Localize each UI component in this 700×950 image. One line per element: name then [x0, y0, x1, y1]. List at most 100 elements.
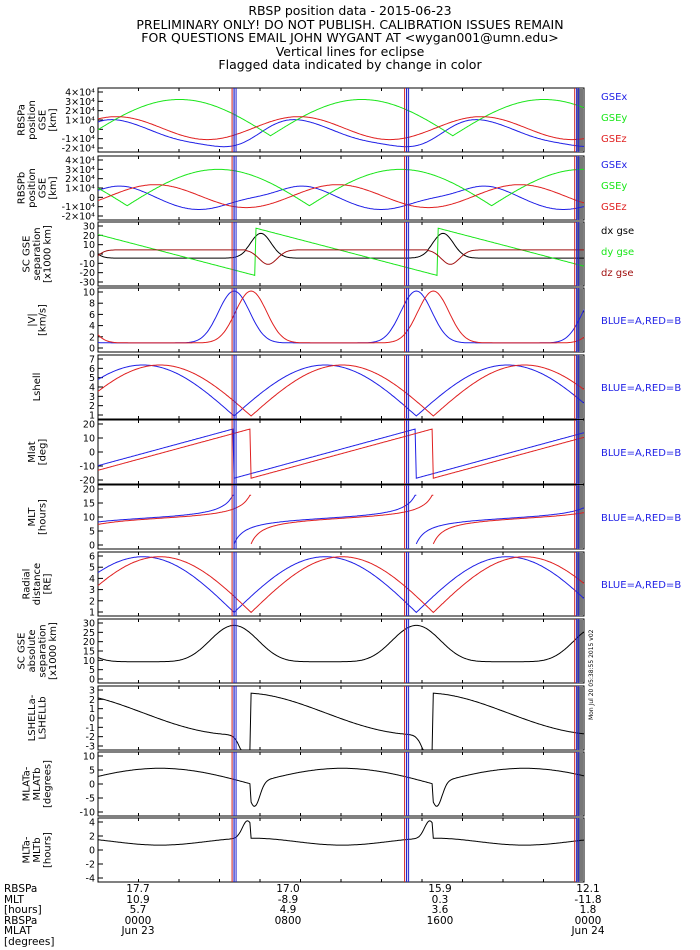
flag-band [577, 819, 583, 881]
y-tick-label: -2×10⁴ [62, 212, 96, 223]
header: RBSP position data - 2015-06-23 PRELIMIN… [0, 4, 700, 72]
row-label-rbspa2: RBSPa [4, 914, 38, 927]
legend-entry: BLUE=A,RED=B [601, 383, 681, 394]
xaxis-value: 15.9 [428, 883, 452, 895]
xaxis-value: Jun 24 [571, 925, 605, 938]
panel-frame [97, 817, 585, 883]
flag-band [577, 687, 583, 749]
y-tick-label: 20 [83, 485, 95, 496]
panel-frame [97, 751, 585, 817]
y-axis-label: SC GSE [16, 633, 27, 670]
y-axis-label: MLT [27, 507, 38, 527]
panel-frame [97, 685, 585, 751]
y-tick-label: 1 [89, 411, 95, 422]
xaxis-value: 1600 [426, 914, 454, 927]
y-tick-label: -10 [79, 462, 95, 473]
y-tick-label: 25 [83, 628, 95, 639]
y-tick-label: 8 [89, 299, 95, 310]
y-tick-label: -1×10⁴ [62, 134, 96, 145]
row-label-mlat: MLAT [4, 925, 32, 938]
y-tick-label: 2 [89, 832, 95, 843]
panel-mlat: 20 10 0 -10 -20 Mlat [deg] BLUE=A,RED=B [27, 419, 681, 487]
xaxis-value: 1.8 [579, 904, 597, 917]
y-tick-label: -30 [79, 278, 95, 289]
y-tick-label: 4 [89, 574, 95, 585]
row-label-rbspa: RBSPa [4, 883, 38, 895]
y-tick-label: -20 [79, 476, 95, 487]
y-tick-label: -2 [86, 860, 95, 871]
y-tick-label: 20 [83, 231, 95, 242]
flag-band [577, 289, 583, 351]
y-tick-label: 3 [89, 585, 95, 596]
y-tick-label: 3×10⁴ [65, 165, 95, 176]
y-tick-label: 0 [89, 675, 95, 686]
xaxis-value: 0.3 [431, 893, 449, 906]
y-tick-label: 3 [89, 686, 95, 697]
series-line [97, 116, 585, 141]
y-tick-label: 10 [83, 434, 95, 445]
y-axis-label: [hours] [37, 499, 48, 535]
y-axis-label: separation [32, 227, 43, 280]
xaxis-value: 12.1 [576, 883, 600, 895]
y-axis-label: MLTa- [22, 836, 33, 863]
xaxis-value: 10.9 [126, 893, 150, 906]
row-label-hours: [hours] [4, 904, 42, 917]
y-tick-label: 15 [83, 647, 95, 658]
y-axis-label: Mlat [27, 441, 38, 463]
panel-frame [97, 551, 585, 617]
y-tick-label: 1 [89, 704, 95, 715]
xaxis-value: 17.0 [276, 883, 300, 895]
y-tick-label: -10 [79, 259, 95, 270]
series-line [97, 767, 585, 807]
series-line [97, 624, 585, 663]
contact-line: FOR QUESTIONS EMAIL JOHN WYGANT AT <wyga… [141, 30, 559, 45]
series-line [97, 494, 585, 545]
legend-entry: GSEx [601, 160, 627, 171]
series-line [97, 249, 584, 265]
y-axis-label: MLTb [32, 837, 43, 862]
xaxis-value: 3.6 [431, 904, 449, 917]
y-tick-label: 0 [89, 541, 95, 552]
legend-entry: BLUE=A,RED=B [601, 513, 681, 524]
y-tick-label: -1×10⁴ [62, 202, 96, 213]
y-axis-label: LSHELLa- [27, 694, 38, 741]
series-line [97, 99, 585, 137]
y-tick-label: 0 [89, 448, 95, 459]
y-tick-label: 5 [89, 563, 95, 574]
y-axis-label: [km] [48, 108, 59, 131]
y-tick-label: 0 [89, 714, 95, 725]
row-label-degrees: [degrees] [4, 935, 55, 948]
y-tick-label: -20 [79, 268, 95, 279]
series-line [97, 184, 585, 209]
xaxis-row-labels: RBSPa MLT [hours] RBSPa MLAT [degrees] [4, 884, 54, 948]
y-axis-label: GSE [37, 110, 48, 130]
y-axis-label: MLATb [32, 768, 43, 801]
y-tick-label: 1 [89, 608, 95, 619]
y-tick-label: 4×10⁴ [65, 156, 95, 167]
y-tick-label: 10 [83, 240, 95, 251]
y-axis-label: LSHELLb [37, 696, 48, 739]
y-tick-label: -2×10⁴ [62, 144, 96, 155]
y-tick-label: -2 [86, 732, 95, 743]
series-line [97, 364, 585, 417]
panel-dmlat: 10 5 0 -5 -10 MLATa- MLATb [degrees] [22, 751, 585, 819]
y-tick-label: 30 [83, 619, 95, 630]
xaxis-column: 15.9 0.3 3.6 1600 [410, 884, 470, 926]
y-tick-label: 7 [89, 355, 95, 366]
y-axis-label: RBSPb [16, 172, 27, 204]
y-axis-label: [x1000 km] [48, 622, 59, 680]
xaxis-value: 17.7 [126, 883, 150, 895]
series-line [97, 364, 585, 417]
y-tick-label: 10 [83, 752, 95, 763]
y-tick-label: 2 [89, 596, 95, 607]
series-line [97, 494, 585, 545]
series-line [97, 232, 584, 259]
y-tick-label: 1×10⁴ [65, 184, 95, 195]
y-tick-label: 0 [89, 846, 95, 857]
flag-band [577, 620, 583, 682]
y-tick-label: 4 [89, 818, 95, 829]
y-tick-label: 20 [83, 637, 95, 648]
flag-band [577, 421, 583, 483]
legend-entry: dx gse [601, 226, 634, 237]
